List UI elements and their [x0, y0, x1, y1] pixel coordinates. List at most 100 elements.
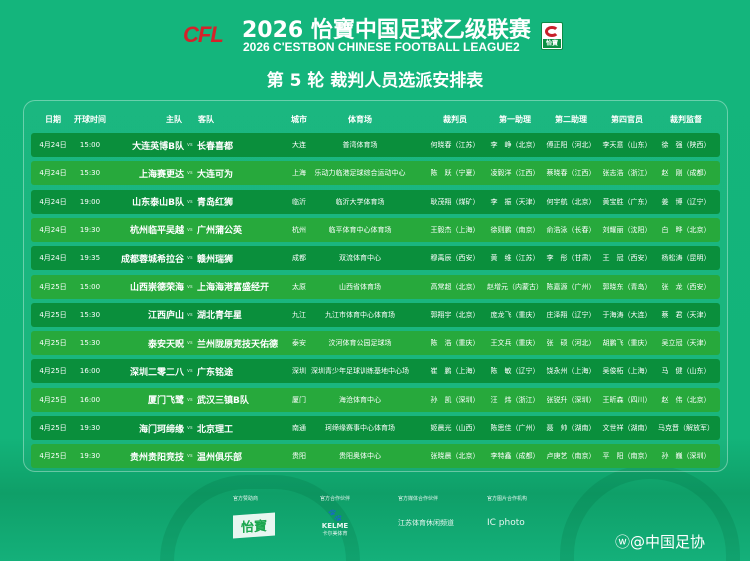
league-title: 2026 怡寶中国足球乙级联赛: [242, 18, 531, 43]
cell-away: 兰州陇原竞技天佑德: [197, 339, 279, 350]
cell-stadium: 乐动力临港足球综合运动中心: [314, 169, 406, 178]
cell-city: 临沂: [292, 197, 306, 206]
cell-fourth: 文世祥（湖南）: [602, 424, 652, 432]
cell-time: 16:00: [79, 367, 101, 376]
vs-label: vs: [187, 368, 193, 375]
vs-label: vs: [187, 396, 193, 403]
cell-fourth: 平 阳（南京）: [602, 452, 652, 461]
cell-supervisor: 吴立冠（天津）: [661, 339, 711, 348]
kelme-logo: KELME: [321, 522, 349, 530]
cell-fourth: 刘耀丽（沈阳）: [602, 225, 652, 234]
cell-home: 大连英博B队: [132, 141, 184, 152]
sponsor-caption: 官方赞助商: [233, 496, 259, 502]
sponsor-caption: 官方媒体合作伙伴: [398, 496, 439, 502]
cell-away: 上海海港富盛经开: [197, 283, 270, 293]
sponsor-caption: 官方合作伙伴: [320, 496, 351, 502]
cell-city: 太原: [292, 282, 306, 291]
cell-assistant2: 蔡晓春（江西）: [546, 169, 596, 178]
cell-referee: 孙 凯（深圳）: [430, 395, 480, 404]
cell-stadium: 普湾体育场: [342, 141, 378, 149]
league-subtitle: 2026 C'ESTBON CHINESE FOOTBALL LEAGUE2: [243, 40, 520, 54]
cell-supervisor: 马克晋（解放军）: [658, 424, 714, 432]
cell-stadium: 九江市体育中心体育场: [325, 310, 395, 319]
cell-assistant2: 何宇航（北京）: [546, 197, 596, 206]
table-row: 4月24日 19:35 成都蓉城希拉谷 vs 赣州瑞狮 成都 双流体育中心 穆禹辰（西安） 黄 …: [31, 246, 720, 271]
cell-assistant1: 庞龙飞（重庆）: [490, 310, 540, 319]
schedule-panel: [23, 100, 728, 472]
cell-date: 4月25日: [39, 367, 67, 376]
cell-city: 成都: [292, 254, 306, 263]
cell-referee: 王毅杰（上海）: [430, 225, 480, 234]
cell-home: 泰安天贶: [147, 339, 184, 350]
cell-assistant2: 聂 帅（湖南）: [546, 424, 596, 432]
col-date: 日期: [45, 115, 61, 124]
cell-time: 15:30: [79, 169, 101, 178]
cell-assistant1: 陈 敏（辽宁）: [490, 367, 540, 376]
cell-supervisor: 赵 刚（成都）: [661, 169, 711, 178]
cell-assistant1: 凌毅洋（江西）: [490, 169, 540, 178]
cell-stadium: 山西省体育场: [339, 282, 381, 291]
vs-label: vs: [187, 283, 193, 290]
cell-away: 广州蒲公英: [197, 226, 243, 237]
cell-referee: 张晓晨（北京）: [430, 452, 480, 461]
cell-referee: 姬晨光（山西）: [430, 424, 480, 432]
table-row: 4月25日 15:00 山西崇德荣海 vs 上海海港富盛经开 太原 山西省体育场 高常超（北京…: [31, 274, 720, 299]
cell-away: 北京理工: [197, 424, 234, 435]
paw-icon: 🐾: [327, 508, 343, 522]
col-city: 城市: [291, 115, 307, 124]
cell-assistant2: 傅正阳（河北）: [546, 141, 596, 149]
cell-home: 江西庐山: [147, 311, 184, 322]
page-title: 第 5 轮 裁判人员选派安排表: [266, 71, 484, 91]
cell-fourth: 吴俊柘（上海）: [602, 367, 652, 376]
cell-date: 4月24日: [39, 141, 67, 149]
header: CFL 2026 怡寶中国足球乙级联赛 2026 C'ESTBON CHINES…: [0, 0, 750, 100]
cell-time: 16:00: [79, 395, 101, 404]
cell-city: 泰安: [292, 339, 306, 348]
cell-referee: 崔 鹏（上海）: [430, 367, 480, 376]
col-assistant1: 第一助理: [499, 115, 531, 124]
cell-date: 4月24日: [39, 169, 67, 178]
cell-time: 19:30: [79, 452, 101, 461]
cell-date: 4月24日: [39, 254, 67, 263]
cell-time: 15:00: [79, 282, 101, 291]
cell-supervisor: 马 健（山东）: [661, 367, 711, 376]
cell-city: 贵阳: [292, 452, 306, 461]
cell-time: 19:30: [79, 424, 101, 432]
col-supervisor: 裁判监督: [670, 115, 702, 124]
cell-fourth: 郭晓东（青岛）: [602, 282, 652, 291]
cell-assistant1: 李特鑫（成都）: [490, 452, 540, 461]
cell-assistant2: 李 彤（甘肃）: [546, 254, 596, 263]
col-fourth: 第四官员: [611, 115, 643, 124]
cell-stadium: 汶河体育公园足球场: [328, 339, 392, 348]
cell-time: 19:35: [79, 254, 101, 263]
cell-date: 4月25日: [39, 339, 67, 348]
cell-referee: 陈 浩（重庆）: [430, 339, 480, 348]
cell-away: 广东铭途: [197, 367, 234, 378]
cell-home: 山西崇德荣海: [129, 283, 184, 293]
cell-assistant1: 汪 炜（浙江）: [490, 395, 540, 404]
cell-city: 上海: [292, 169, 306, 178]
cell-stadium: 海沧体育中心: [339, 395, 381, 404]
sponsor-2: 官方合作伙伴 🐾 KELME 卡尔美体育: [320, 495, 350, 537]
table-row: 4月24日 19:00 山东泰山B队 vs 青岛红狮 临沂 临沂大学体育场 耿茂翔（煤矿） 李 …: [31, 189, 720, 214]
cell-fourth: 王昕森（四川）: [602, 395, 652, 404]
table-row: 4月25日 15:30 江西庐山 vs 湖北青年星 九江 九江市体育中心体育场 郭翔宇（北京）…: [31, 302, 720, 327]
cell-fourth: 王 冠（西安）: [602, 254, 652, 263]
cell-home: 海门珂缔缘: [138, 424, 184, 435]
cell-date: 4月25日: [39, 395, 67, 404]
league-badge-logo: 怡寶: [541, 22, 563, 50]
vs-label: vs: [187, 170, 193, 177]
cell-time: 15:00: [79, 141, 101, 149]
table-row: 4月25日 16:00 厦门飞鹭 vs 武汉三镇B队 厦门 海沧体育中心 孙 凯（深圳） 汪 炜…: [31, 387, 720, 412]
icphoto-logo: IC photo: [487, 518, 525, 528]
cell-date: 4月25日: [39, 452, 67, 461]
weibo-watermark: ⓦ@中国足协: [615, 533, 706, 551]
vs-label: vs: [187, 453, 193, 460]
cell-stadium: 双流体育中心: [339, 254, 381, 263]
cfl-logo: CFL: [183, 22, 224, 47]
cell-supervisor: 孙 巍（深圳）: [661, 452, 711, 461]
cell-city: 厦门: [292, 395, 306, 404]
cell-supervisor: 张 龙（西安）: [661, 282, 711, 291]
table-row: 4月25日 16:00 深圳二零二八 vs 广东铭途 深圳 深圳青少年足球训练基地中心场 崔 …: [31, 359, 720, 384]
cell-assistant1: 李 峥（北京）: [490, 141, 540, 149]
